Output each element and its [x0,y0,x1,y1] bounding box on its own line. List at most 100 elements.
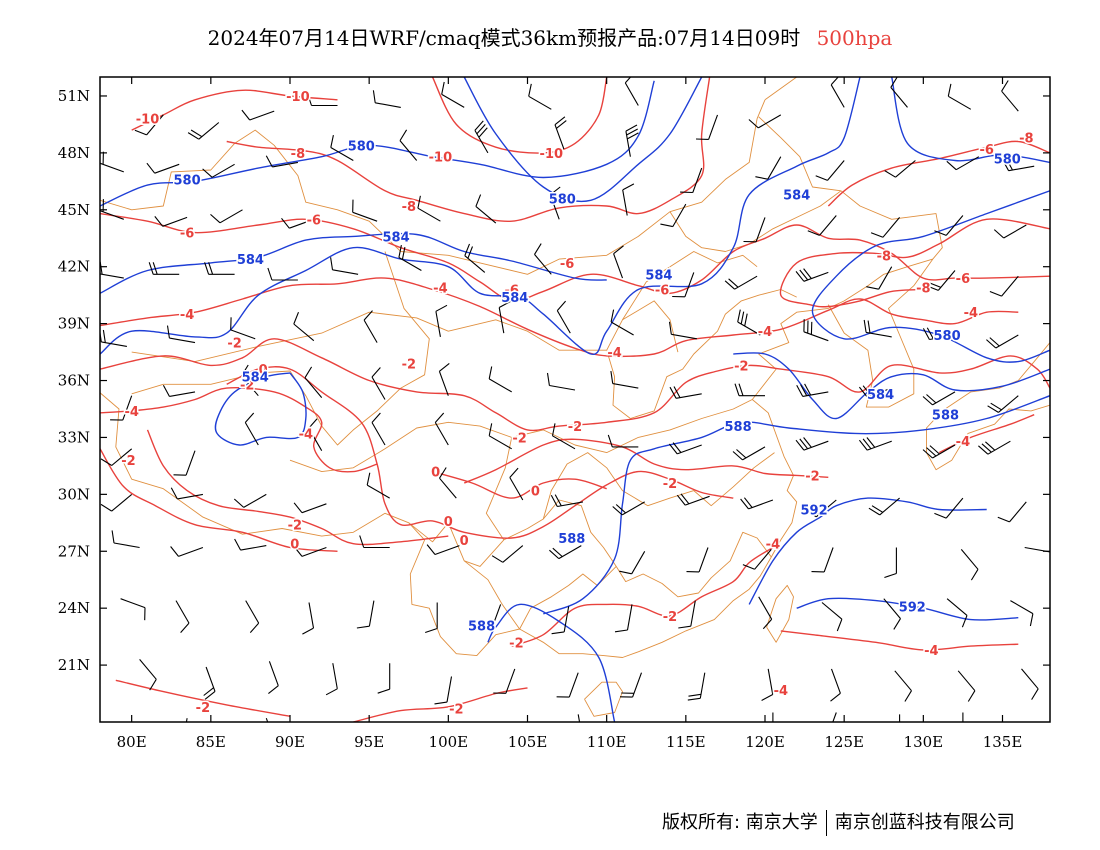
temperature-label: -10 [429,151,453,166]
wind-barb [162,385,196,397]
height-label: 584 [501,291,528,306]
wind-barb [1002,158,1035,172]
y-tick-label: 33N [58,428,90,446]
wind-barb [830,668,841,702]
wind-barb [619,672,643,698]
height-label: 588 [932,409,959,424]
y-tick-label: 39N [58,315,90,333]
wind-barb [803,319,829,342]
wind-barb [668,321,697,340]
wind-barb [549,545,582,560]
x-tick-label: 95E [354,733,384,751]
wind-barb [302,602,315,635]
height-label: 584 [783,189,810,204]
wind-barb [352,199,378,222]
wind-barb [863,319,892,338]
y-tick-label: 30N [58,485,90,503]
x-tick-label: 130E [904,733,944,751]
height-label: 580 [174,173,201,188]
x-tick-label: 115E [666,733,706,751]
wind-barb [551,423,576,450]
temperature-label: -8 [402,200,416,215]
wind-barb [614,604,633,633]
wind-barb [680,167,703,194]
wind-barb [796,383,829,397]
wind-barb [687,672,706,701]
temperature-label: -10 [136,113,160,128]
height-contour [463,77,703,203]
x-tick-label: 85E [196,733,226,751]
temperature-contour [100,338,1050,432]
temperature-label: -2 [121,454,135,469]
temperature-contour [146,429,449,546]
x-tick-label: 90E [275,733,305,751]
wind-barb [868,497,900,516]
wind-barb [748,114,782,129]
wind-barb [622,183,635,216]
temperature-label: -2 [734,359,748,374]
wind-barb [625,124,639,157]
temperature-label: -2 [663,610,677,625]
wind-barb [676,493,710,506]
wind-barb [293,311,315,342]
border-line [100,116,943,658]
wind-barb [359,535,390,549]
height-contour [748,497,987,605]
temperature-contour [779,218,1050,308]
wind-barb [740,497,774,510]
y-tick-label: 36N [58,372,90,390]
wind-barb [610,371,639,389]
wind-barb [922,391,956,406]
wind-barb [230,317,256,340]
wind-barb [202,163,235,178]
wind-barb [241,109,275,121]
wind-barb [546,372,576,391]
wind-barb [488,366,512,393]
wind-barb [805,499,837,518]
temperature-label: 0 [444,515,453,530]
temperature-contour [463,438,829,484]
plot-frame [99,76,1051,723]
temperature-label: 0 [290,538,299,553]
wind-barb [926,270,956,291]
temperature-label: 0 [460,534,469,549]
wind-barb [672,272,695,298]
title-level: 500hpa [816,26,893,50]
temperature-label: -8 [291,147,305,162]
height-contour [100,232,607,294]
height-contour [811,190,1050,363]
temperature-label: -10 [286,90,310,105]
temperature-contour [226,366,734,539]
wind-barb [772,712,774,722]
wind-barb [293,546,327,557]
wind-barb [934,497,964,519]
height-contour [100,80,655,207]
wind-barb [695,114,719,140]
wind-barb [612,501,645,516]
temperature-label: -6 [560,257,574,272]
wind-barb [110,395,133,421]
wind-barb [737,309,761,336]
wind-barb [894,670,912,702]
wind-barb [978,440,1011,455]
wind-barb [148,262,180,275]
temperature-contour [100,212,1050,302]
wind-barb [371,367,386,400]
wind-barb [100,448,133,466]
wind-barb [281,217,314,229]
wind-barb [166,325,196,344]
wind-barb [244,412,259,446]
wind-barb [241,364,259,397]
wind-barb [993,224,1027,239]
wind-barb [1001,80,1019,112]
wind-barb [686,547,709,573]
wind-barb [464,243,486,273]
wind-barb [899,714,901,722]
title-text: 2024年07月14日WRF/cmaq模式36km预报产品:07月14日09时 [207,26,801,50]
height-label: 580 [934,329,961,344]
border-line [584,681,623,717]
y-tick-label: 48N [58,144,90,162]
temperature-label: -4 [774,684,788,699]
x-tick-label: 125E [824,733,864,751]
wind-barb [678,600,696,629]
